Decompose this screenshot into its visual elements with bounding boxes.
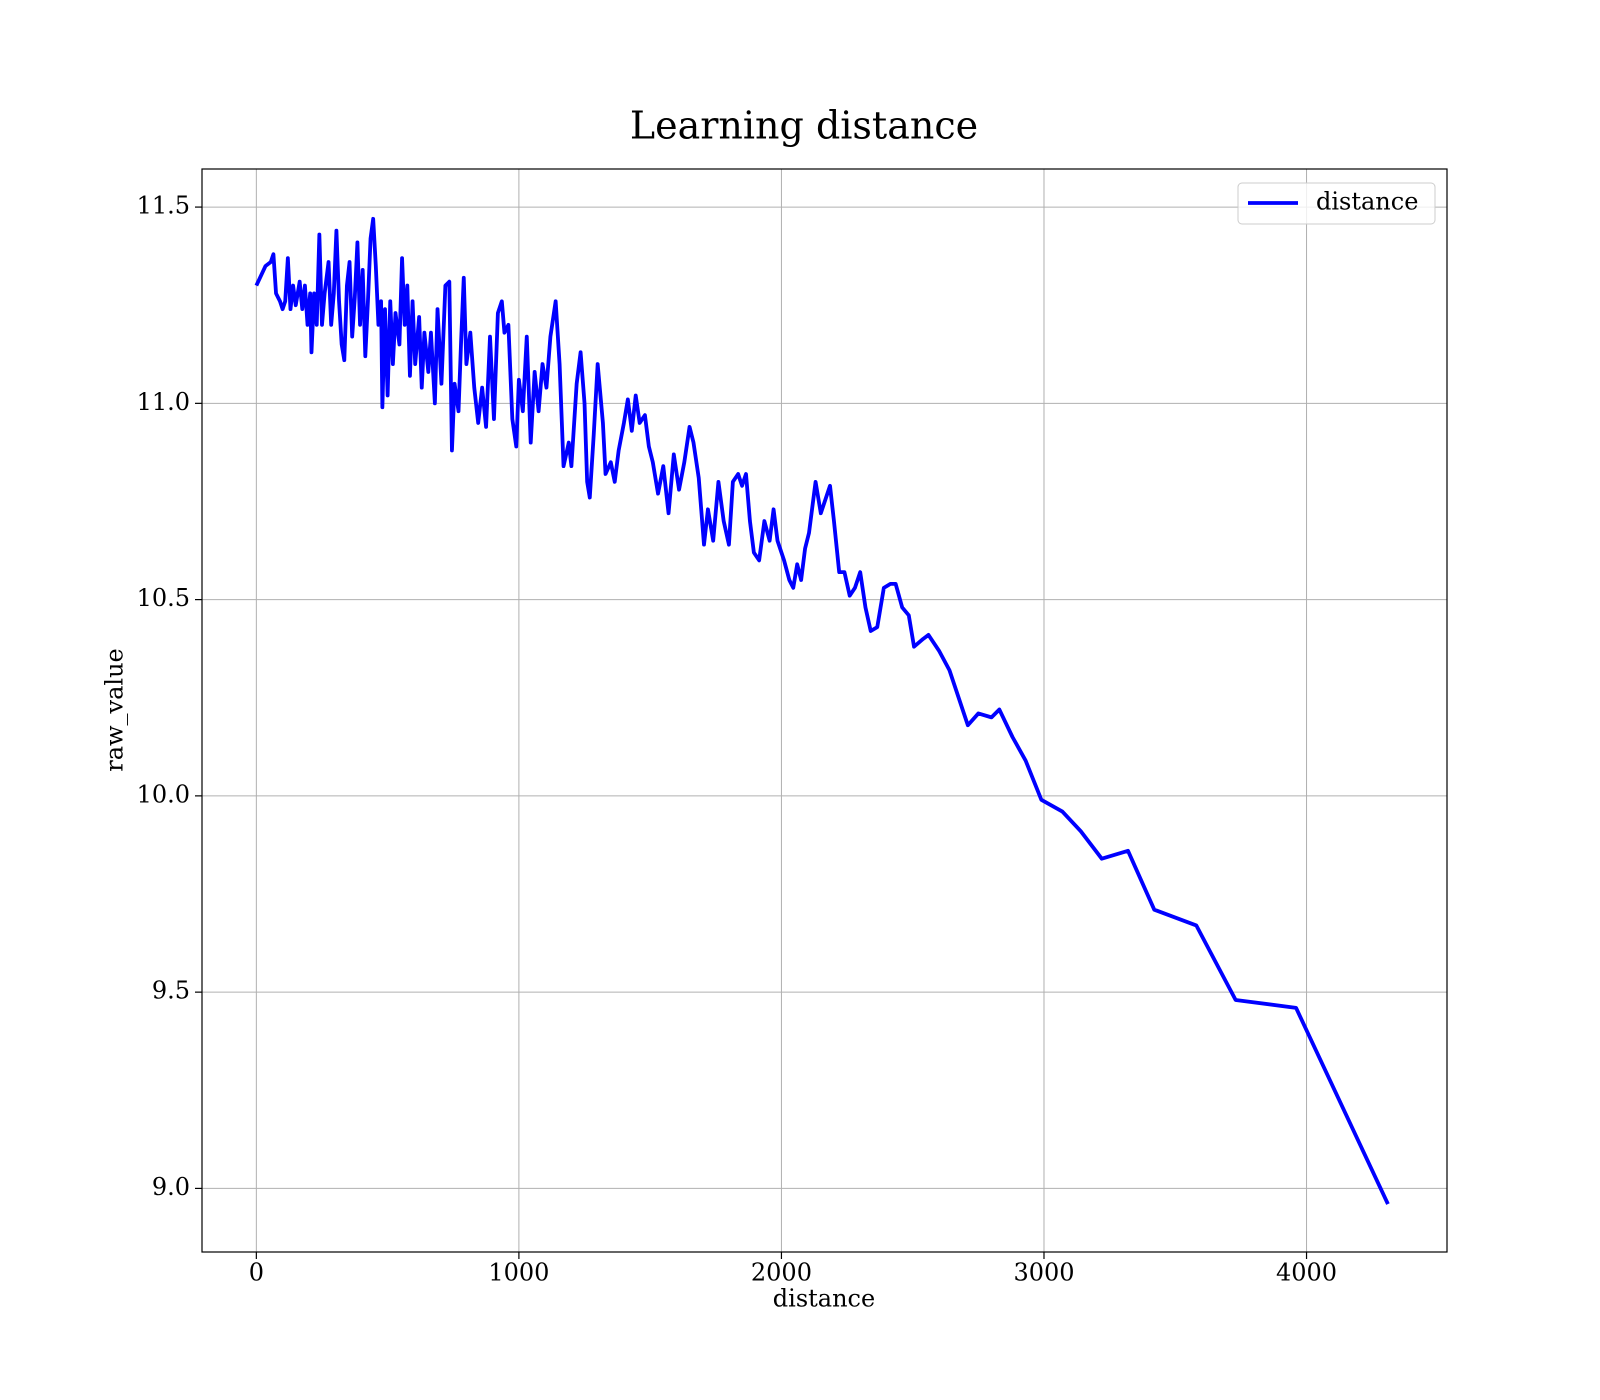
x-tick-label: 3000 <box>1013 1259 1074 1287</box>
x-tick-label: 1000 <box>488 1259 549 1287</box>
legend-label: distance <box>1316 188 1418 216</box>
data-line <box>254 216 1390 1205</box>
y-tick-label: 10.0 <box>137 780 190 808</box>
y-tick-label: 11.0 <box>137 388 190 416</box>
x-tick-label: 2000 <box>751 1259 812 1287</box>
chart-title: Learning distance <box>630 104 978 148</box>
y-tick-label: 9.0 <box>152 1173 190 1201</box>
y-tick-label: 9.5 <box>152 977 190 1005</box>
x-tick-label: 4000 <box>1276 1259 1337 1287</box>
y-tick-label: 11.5 <box>137 192 190 220</box>
y-tick-label: 10.5 <box>137 584 190 612</box>
y-axis-label: raw_value <box>101 648 129 772</box>
x-tick-label: 0 <box>249 1259 264 1287</box>
plot-frame <box>201 168 1448 1253</box>
legend: distance <box>1237 182 1436 225</box>
legend-box <box>1237 182 1436 225</box>
x-axis-label: distance <box>773 1285 875 1313</box>
